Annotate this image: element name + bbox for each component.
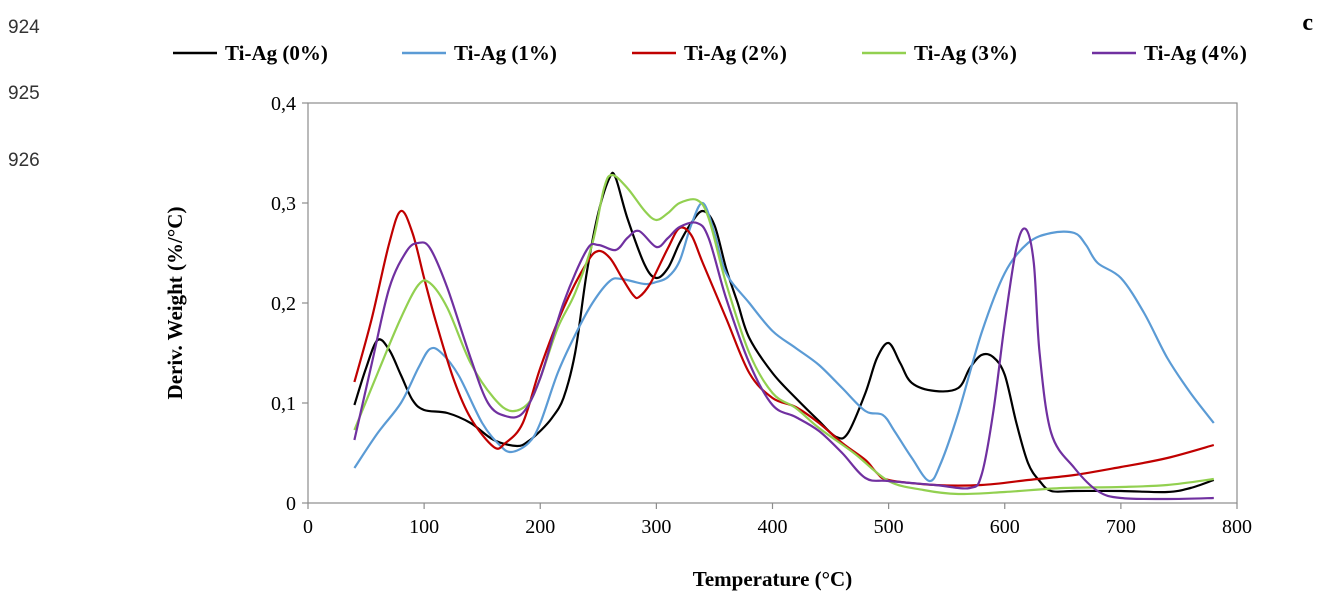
legend-label-4: Ti-Ag (4%): [1144, 41, 1247, 65]
series-group: [353, 171, 1215, 501]
legend-label-0: Ti-Ag (0%): [225, 41, 328, 65]
legend-label-1: Ti-Ag (1%): [454, 41, 557, 65]
y-tick-label: 0,2: [271, 293, 296, 315]
x-tick-label: 700: [1106, 516, 1136, 538]
x-tick-label: 200: [525, 516, 555, 538]
legend-label-2: Ti-Ag (2%): [684, 41, 787, 65]
x-axis: 0 100 200 300 400 500 600 700 800: [303, 503, 1252, 538]
x-tick-label: 500: [874, 516, 904, 538]
y-tick-label: 0: [286, 493, 296, 515]
x-tick-label: 0: [303, 516, 313, 538]
x-tick-label: 100: [409, 516, 439, 538]
y-axis-title: Deriv. Weight (%/°C): [163, 207, 187, 400]
y-tick-label: 0,1: [271, 393, 296, 415]
series-line-1: [353, 201, 1215, 483]
series-line-3: [353, 173, 1214, 496]
series-line-2: [353, 209, 1215, 487]
line-number-924: 924: [8, 17, 40, 38]
x-axis-title: Temperature (°C): [693, 567, 852, 591]
series-line-0: [353, 171, 1215, 494]
line-number-925: 925: [8, 83, 40, 104]
series-line-4: [353, 221, 1214, 501]
x-tick-label: 600: [990, 516, 1020, 538]
line-number-926: 926: [8, 150, 40, 171]
x-tick-label: 300: [641, 516, 671, 538]
panel-letter: c: [1302, 10, 1313, 36]
plot-area: [307, 102, 1238, 504]
y-tick-label: 0,4: [271, 93, 296, 115]
legend-label-3: Ti-Ag (3%): [914, 41, 1017, 65]
legend: Ti-Ag (0%) Ti-Ag (1%) Ti-Ag (2%) Ti-Ag (3%)…: [173, 41, 1247, 65]
x-tick-label: 400: [758, 516, 788, 538]
y-tick-label: 0,3: [271, 193, 296, 215]
x-tick-label: 800: [1222, 516, 1252, 538]
y-axis: 0 0,1 0,2 0,3 0,4: [271, 93, 308, 515]
